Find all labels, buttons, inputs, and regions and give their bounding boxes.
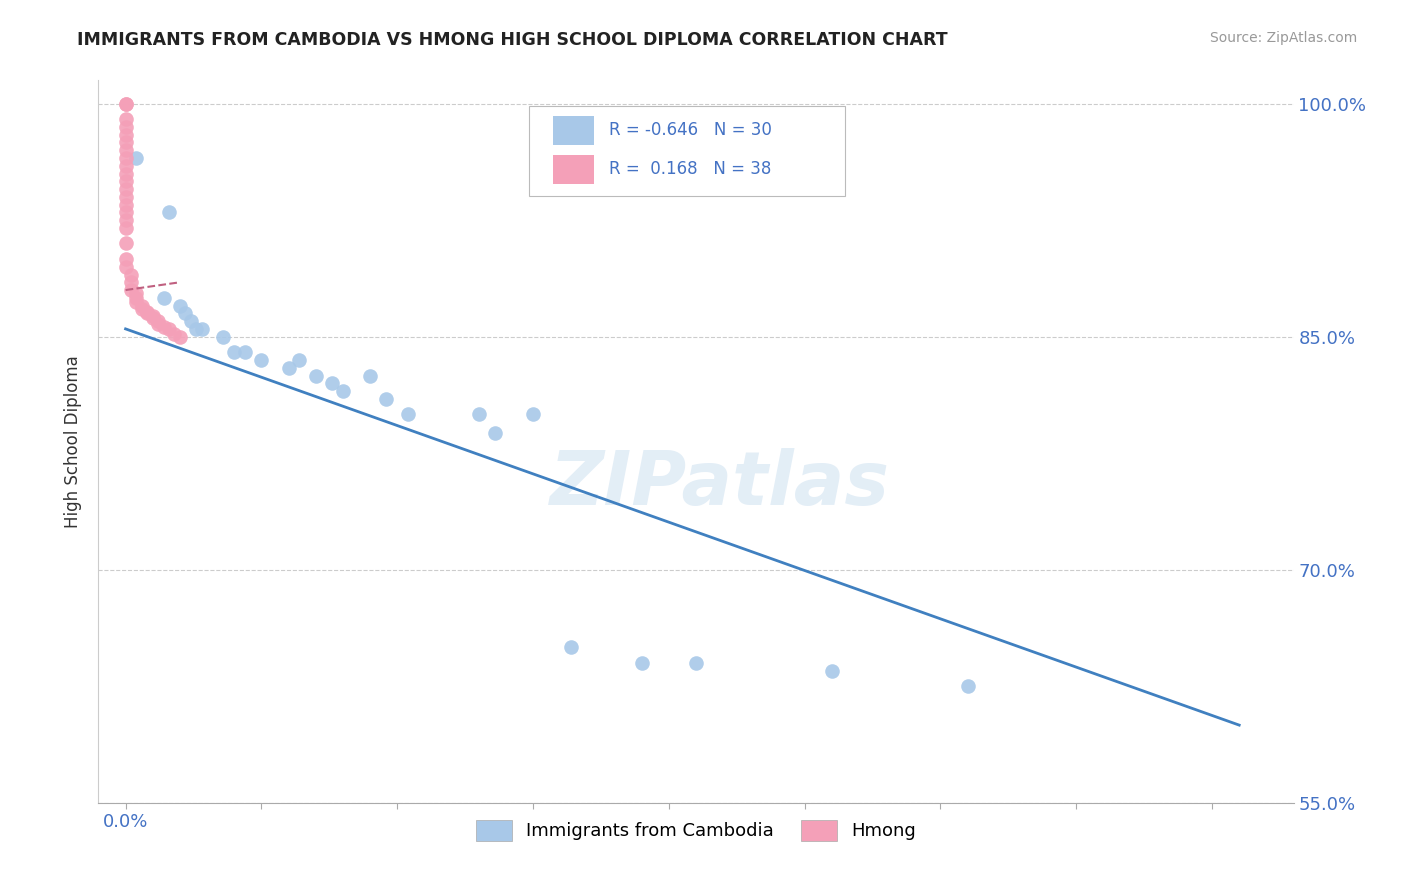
Point (186, 322, 208, 336)
Point (114, 205, 136, 219)
Bar (553, 154, 595, 184)
Point (359, 368, 381, 383)
Point (131, 299, 153, 313)
Point (560, 640, 582, 655)
Point (157, 205, 180, 219)
Point (685, 656, 707, 670)
Point (277, 360, 299, 375)
Point (190, 322, 212, 336)
Point (522, 408, 544, 422)
Point (136, 305, 159, 319)
Text: ZIPatlas: ZIPatlas (550, 449, 890, 522)
Point (224, 345, 246, 359)
Point (114, 190, 136, 204)
Point (250, 353, 273, 368)
Point (142, 311, 165, 326)
Point (169, 329, 191, 343)
Point (148, 314, 170, 328)
Legend: Immigrants from Cambodia, Hmong: Immigrants from Cambodia, Hmong (468, 813, 924, 848)
Point (114, 112, 136, 127)
Bar (553, 116, 595, 145)
Text: Source: ZipAtlas.com: Source: ZipAtlas.com (1209, 31, 1357, 45)
Point (136, 306, 159, 320)
Point (152, 320, 174, 334)
Point (114, 143, 136, 157)
Point (157, 322, 180, 336)
Point (332, 384, 354, 398)
Y-axis label: High School Diploma: High School Diploma (65, 355, 83, 528)
Point (114, 167, 136, 181)
Point (467, 408, 489, 422)
Point (114, 174, 136, 188)
Point (114, 128, 136, 142)
Point (484, 425, 506, 440)
Point (120, 275, 142, 289)
Point (114, 136, 136, 150)
Point (114, 197, 136, 211)
Point (212, 329, 235, 343)
Text: R =  0.168   N = 38: R = 0.168 N = 38 (609, 161, 770, 178)
Point (956, 679, 979, 693)
Point (114, 236, 136, 251)
Point (152, 291, 174, 305)
Point (114, 159, 136, 173)
Point (630, 656, 652, 670)
Point (396, 408, 419, 422)
Point (120, 283, 142, 297)
Point (125, 291, 148, 305)
Point (114, 96, 136, 111)
Point (288, 353, 311, 368)
Point (125, 151, 148, 165)
Point (163, 326, 186, 341)
Point (174, 306, 197, 320)
Point (125, 295, 148, 310)
Text: R = -0.646   N = 30: R = -0.646 N = 30 (609, 121, 772, 139)
Point (120, 268, 142, 282)
Point (125, 286, 148, 301)
FancyBboxPatch shape (529, 105, 845, 196)
Point (114, 213, 136, 227)
Point (114, 220, 136, 235)
Point (114, 96, 136, 111)
Point (142, 310, 165, 324)
Point (321, 376, 343, 391)
Text: IMMIGRANTS FROM CAMBODIA VS HMONG HIGH SCHOOL DIPLOMA CORRELATION CHART: IMMIGRANTS FROM CAMBODIA VS HMONG HIGH S… (77, 31, 948, 49)
Point (169, 299, 191, 313)
Point (114, 151, 136, 165)
Point (114, 120, 136, 134)
Point (180, 314, 202, 328)
Point (114, 252, 136, 266)
Point (375, 392, 398, 406)
Point (148, 317, 170, 331)
Point (114, 260, 136, 274)
Point (1227, 881, 1250, 892)
Point (114, 182, 136, 196)
Point (305, 368, 328, 383)
Point (233, 345, 256, 359)
Point (1038, 827, 1060, 841)
Point (131, 301, 153, 316)
Point (821, 664, 844, 678)
